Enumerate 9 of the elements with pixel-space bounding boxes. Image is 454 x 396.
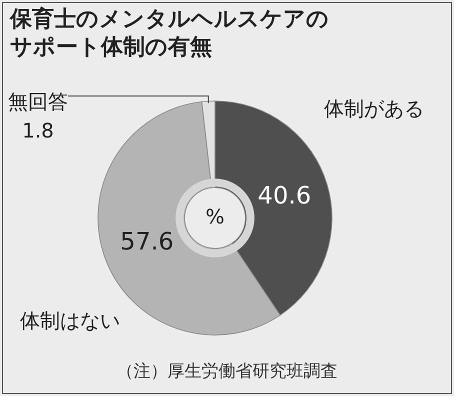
text: %: [205, 204, 225, 228]
chart-title: 保育士のメンタルヘルスケアのサポート体制の有無: [10, 6, 330, 62]
slice-label: 体制はない: [20, 308, 120, 332]
data-label: 57.6: [120, 228, 174, 256]
slice-label: 体制がある: [324, 96, 424, 120]
data-label: 1.8: [22, 118, 54, 142]
text: （注）厚生労働省研究班調査: [116, 362, 338, 382]
data-label: 40.6: [258, 181, 312, 210]
slice-label: 無回答: [8, 89, 68, 114]
